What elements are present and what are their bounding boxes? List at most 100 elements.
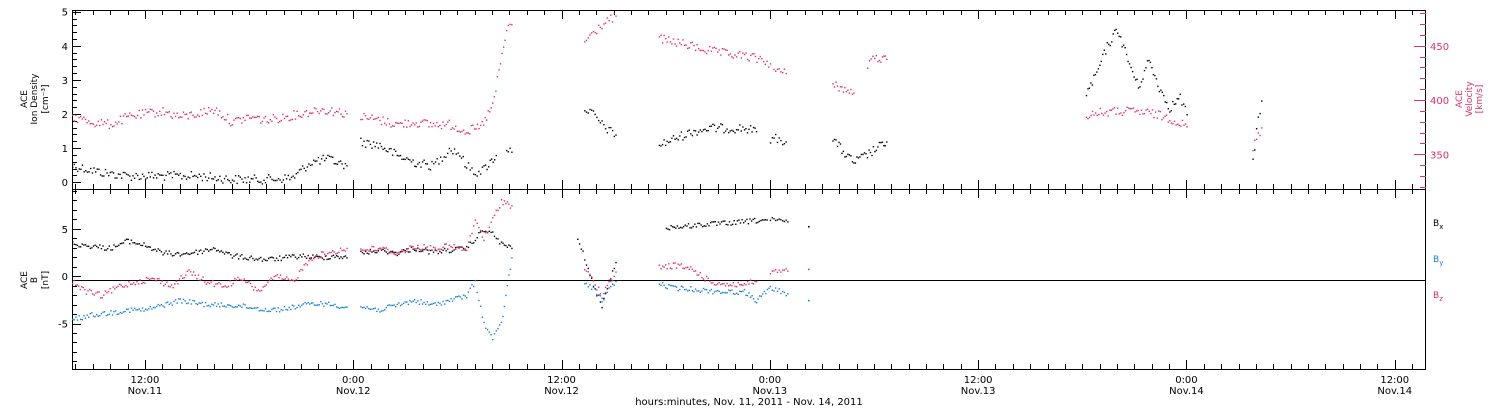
bz-point — [254, 286, 256, 288]
density-point — [300, 168, 302, 170]
velocity-point — [393, 125, 395, 127]
density-point — [305, 170, 307, 172]
bx-point — [369, 248, 372, 251]
bx-point — [122, 242, 125, 244]
velocity-point — [707, 49, 709, 52]
density-point — [476, 175, 478, 177]
bz-point — [592, 280, 595, 282]
velocity-point — [78, 116, 80, 119]
velocity-point — [182, 111, 185, 113]
density-point — [204, 176, 207, 178]
velocity-point — [110, 124, 112, 126]
density-point — [613, 135, 615, 138]
density-point — [732, 130, 735, 132]
velocity-point — [499, 63, 502, 65]
bx-point — [200, 249, 202, 251]
velocity-point — [713, 46, 716, 49]
axis-ticks — [72, 10, 1426, 369]
density-point — [746, 132, 749, 134]
by-point — [225, 306, 227, 308]
by-point — [707, 292, 709, 294]
by-point — [279, 311, 281, 313]
by-point — [740, 291, 742, 293]
velocity-point — [184, 113, 186, 116]
by-point — [462, 294, 465, 296]
density-point — [683, 136, 686, 139]
bz-point — [613, 275, 615, 278]
bz-point — [289, 279, 291, 282]
by-point — [780, 292, 782, 295]
by-point — [217, 303, 219, 305]
bz-point — [226, 286, 228, 288]
bz-point — [275, 275, 277, 277]
bz-point — [363, 249, 365, 251]
bz-point — [202, 276, 204, 278]
bx-point — [780, 219, 782, 221]
density-point — [369, 143, 372, 146]
bx-point — [187, 253, 189, 255]
x-tick-label-time: 0:00 — [1175, 375, 1197, 386]
by-point — [275, 310, 278, 313]
bz-point — [499, 207, 501, 209]
density-point — [96, 168, 98, 170]
velocity-point — [420, 121, 422, 123]
density-point — [1164, 101, 1166, 103]
bz-point — [271, 278, 274, 281]
density-point — [236, 182, 238, 185]
bx-point — [782, 220, 784, 222]
by-point — [414, 299, 416, 301]
velocity-point — [203, 107, 205, 110]
bz-point — [243, 278, 245, 280]
by-point — [486, 328, 489, 331]
bz-point — [317, 257, 320, 259]
bx-point — [209, 249, 211, 251]
by-point — [363, 306, 365, 309]
by-point — [162, 305, 164, 307]
density-point — [717, 127, 719, 129]
velocity-point — [146, 111, 148, 113]
velocity-point — [418, 125, 421, 128]
velocity-point — [220, 117, 223, 119]
bx-point — [176, 251, 178, 254]
bz-point — [677, 263, 679, 265]
velocity-axis-title-line2: Velocity — [1465, 81, 1475, 117]
by-point — [436, 304, 438, 306]
bx-point — [165, 250, 167, 252]
density-point — [663, 139, 665, 141]
bx-point — [130, 239, 133, 241]
by-point — [683, 289, 686, 291]
density-point — [448, 147, 451, 150]
bx-point — [432, 251, 435, 253]
bz-point — [193, 271, 195, 273]
velocity-point — [92, 123, 95, 125]
bz-point — [128, 281, 130, 283]
bx-point — [114, 245, 117, 248]
by-point — [113, 311, 115, 313]
bz-point — [584, 269, 586, 271]
by-point — [81, 319, 83, 321]
bx-point — [198, 250, 200, 252]
by-point — [288, 306, 290, 309]
velocity-point — [1252, 149, 1254, 152]
x-tick-label-time: 0:00 — [759, 375, 781, 386]
by-point — [705, 289, 708, 291]
by-point — [291, 304, 294, 306]
by-point — [690, 286, 692, 288]
legend-by-main: B — [1433, 255, 1439, 265]
velocity-point — [212, 112, 215, 114]
bz-point — [109, 288, 111, 290]
velocity-point — [1102, 114, 1105, 116]
velocity-point — [785, 72, 787, 75]
bx-point — [264, 259, 267, 261]
density-point — [144, 178, 147, 180]
bx-point — [310, 257, 312, 259]
density-point — [117, 173, 120, 175]
bx-point — [143, 242, 145, 244]
velocity-point — [305, 110, 308, 112]
bz-point — [189, 271, 192, 273]
velocity-point — [1117, 107, 1119, 109]
bx-point — [689, 227, 691, 229]
density-point — [230, 181, 232, 184]
bx-point — [148, 246, 150, 248]
velocity-point — [76, 121, 79, 124]
